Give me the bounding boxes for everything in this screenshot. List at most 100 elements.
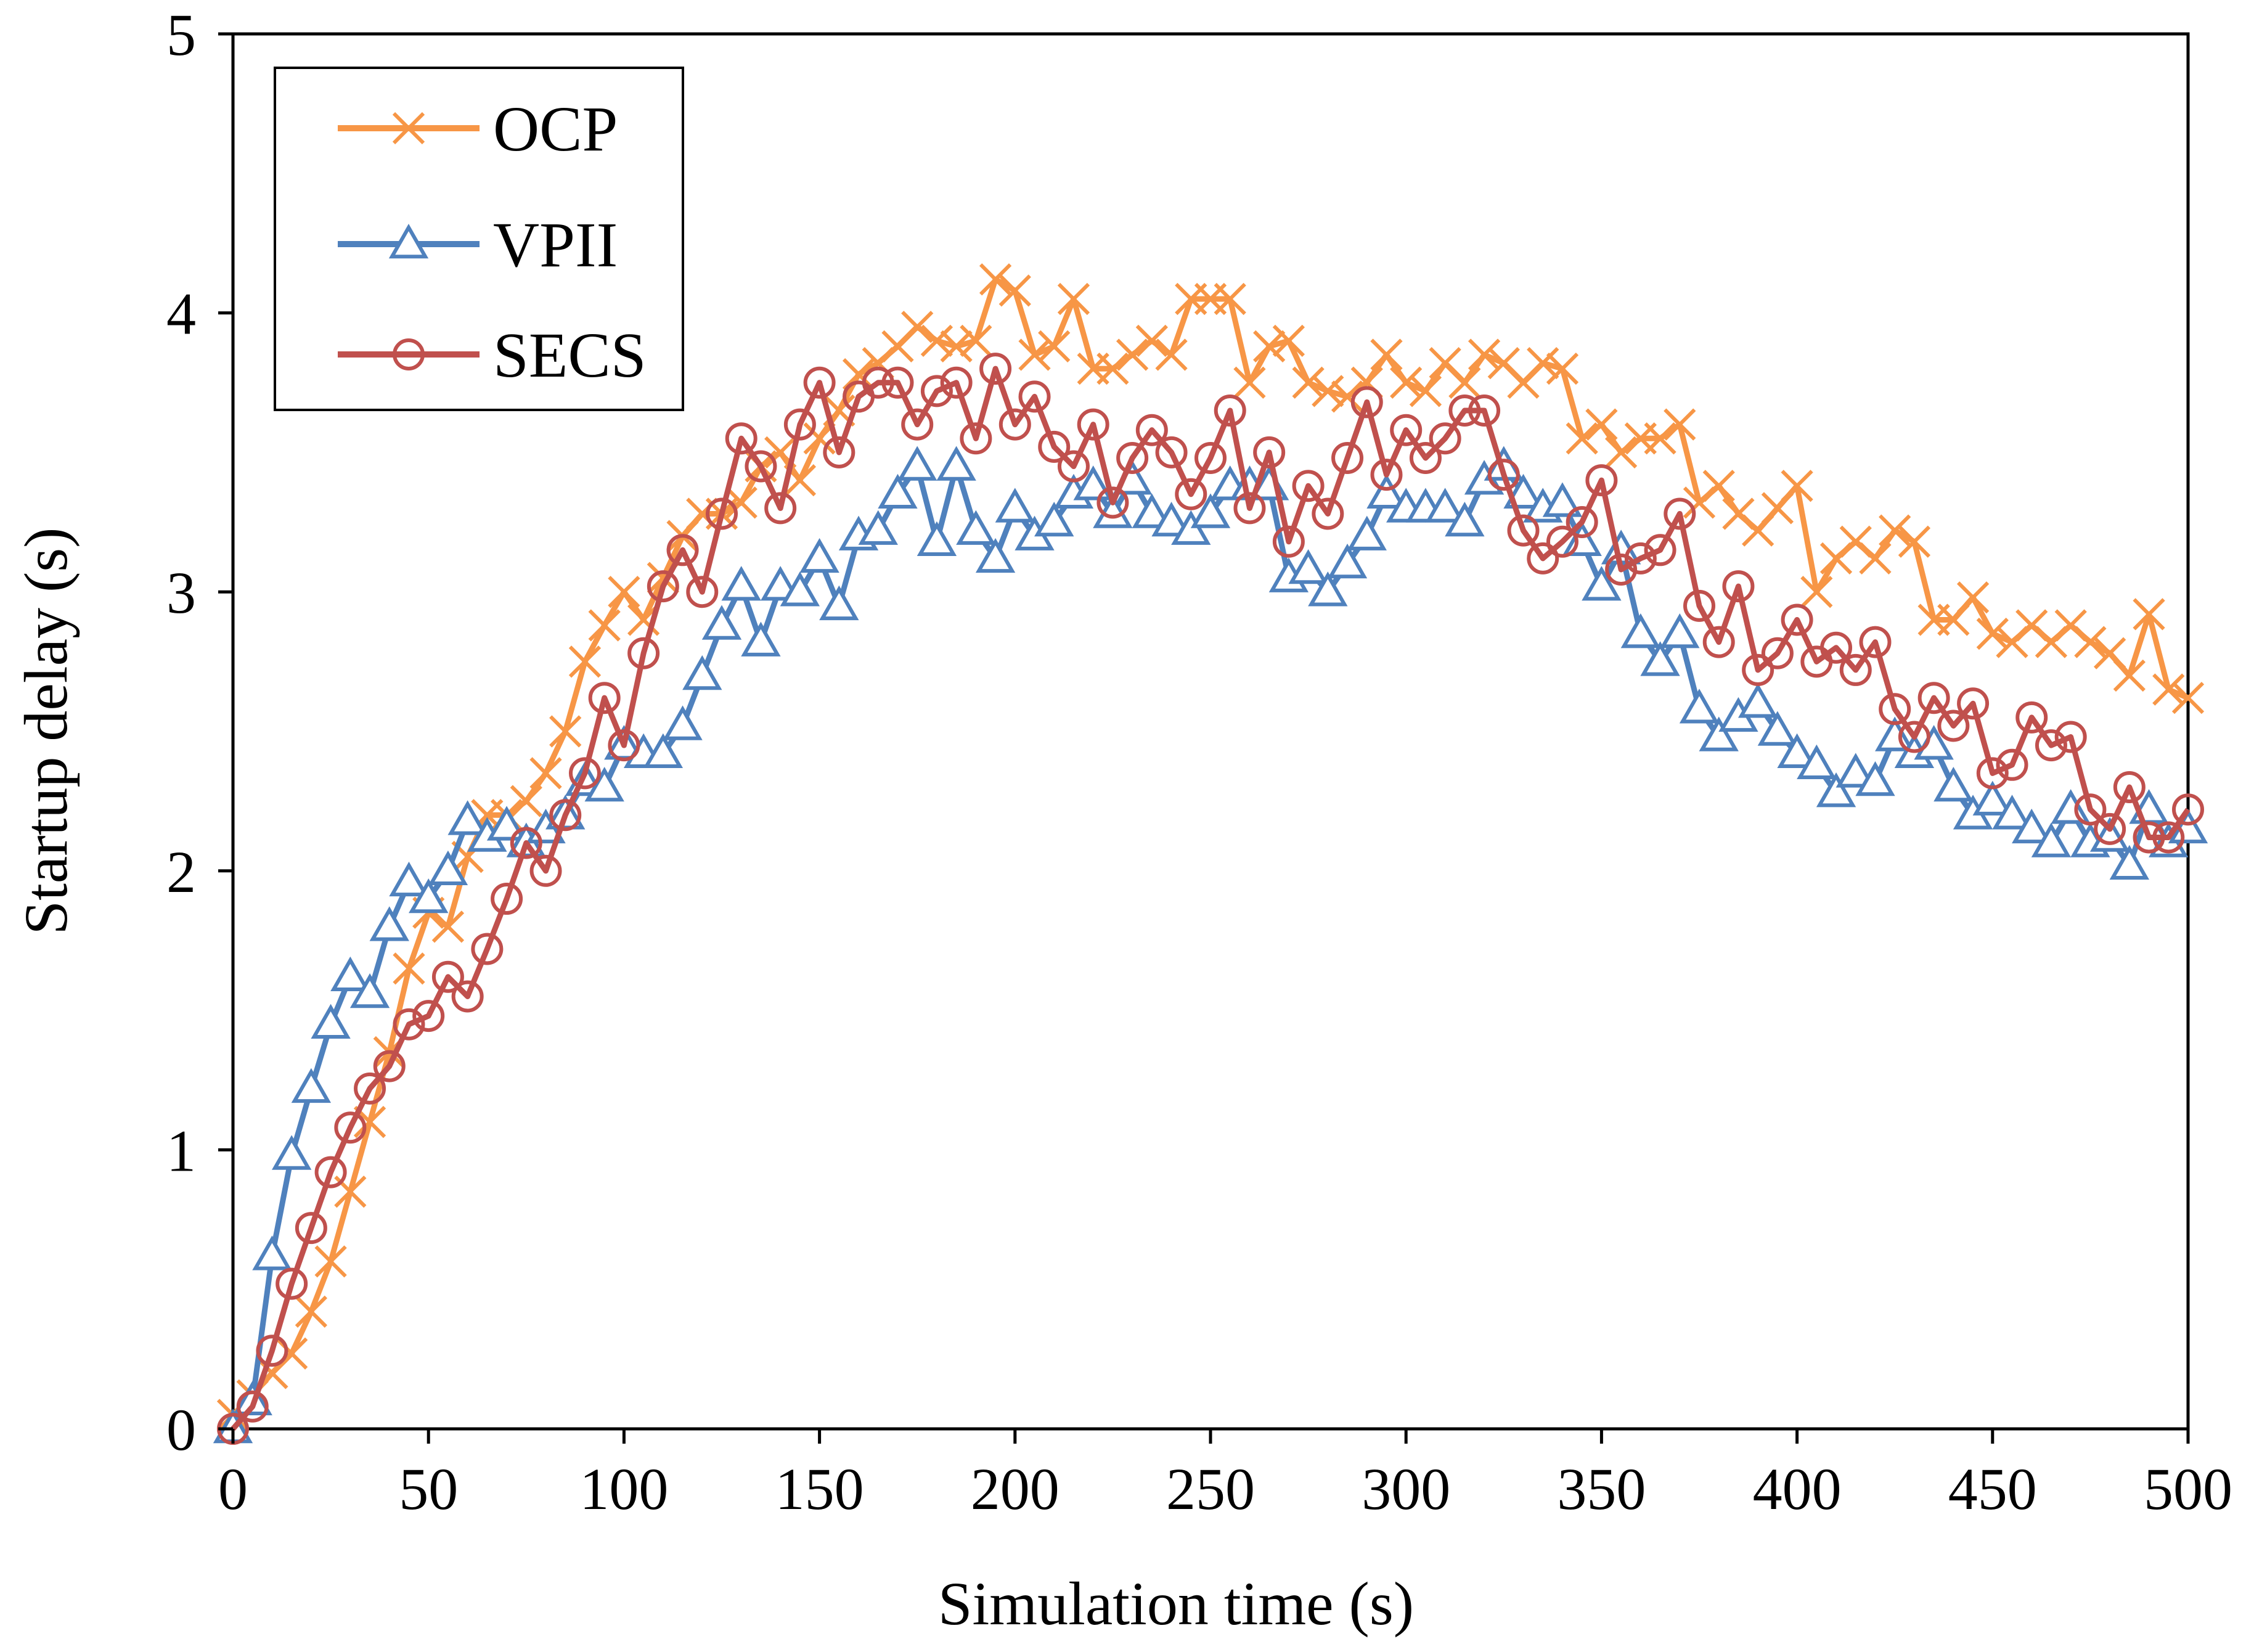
data-point-secs: [1546, 525, 1578, 558]
data-point-secs: [1155, 436, 1188, 468]
data-point-vpii: [1972, 780, 2012, 816]
data-point-secs: [647, 570, 679, 603]
y-tick-label: 4: [166, 281, 196, 347]
data-point-vpii: [1308, 571, 1348, 607]
data-point-ocp: [1448, 366, 1481, 399]
x-tick-label: 400: [1753, 1456, 1842, 1522]
data-point-ocp: [1761, 492, 1794, 525]
data-point-vpii: [2109, 844, 2150, 880]
data-point-vpii: [1855, 761, 1895, 796]
data-point-vpii: [486, 806, 527, 841]
data-point-vpii: [819, 585, 859, 621]
data-point-vpii: [1620, 613, 1661, 648]
data-point-secs: [2152, 821, 2185, 854]
data-point-ocp: [510, 785, 542, 817]
y-tick-label: 2: [166, 839, 196, 905]
data-point-ocp: [1057, 282, 1090, 316]
data-point-vpii: [2012, 808, 2052, 844]
data-point-ocp: [549, 715, 582, 748]
legend-item-secs: SECS: [338, 320, 647, 391]
data-point-secs: [1370, 459, 1403, 491]
data-point-secs: [686, 576, 719, 608]
x-tick-label: 450: [1948, 1456, 2037, 1522]
data-point-ocp: [1859, 542, 1892, 575]
data-point-secs: [940, 366, 973, 399]
data-point-vpii: [311, 1004, 351, 1039]
data-point-ocp: [979, 263, 1012, 296]
data-point-secs: [1409, 441, 1442, 474]
y-tick-label: 5: [166, 2, 196, 68]
data-point-ocp: [1331, 380, 1364, 413]
data-point-secs: [1233, 492, 1266, 525]
data-point-ocp: [803, 422, 836, 455]
data-point-vpii: [878, 473, 918, 509]
data-point-ocp: [1155, 338, 1188, 371]
data-point-vpii: [1737, 683, 1778, 718]
data-point-ocp: [960, 324, 992, 357]
data-point-secs: [901, 408, 934, 441]
data-point-ocp: [2015, 609, 2048, 642]
data-point-secs: [1976, 757, 2009, 790]
data-point-vpii: [1151, 502, 1191, 537]
data-point-vpii: [409, 878, 449, 914]
x-tick-label: 0: [218, 1456, 248, 1522]
data-point-secs: [1390, 414, 1423, 446]
data-point-secs: [491, 883, 523, 915]
data-point-secs: [2035, 729, 2067, 762]
data-point-vpii: [995, 488, 1035, 523]
data-point-secs: [1683, 589, 1715, 622]
data-point-secs: [2113, 771, 2146, 804]
series-layer: [213, 263, 2208, 1445]
data-point-vpii: [721, 566, 761, 601]
data-point-ocp: [2171, 682, 2205, 714]
data-point-vpii: [428, 850, 468, 886]
data-point-ocp: [1038, 330, 1071, 363]
data-point-secs: [1018, 380, 1051, 413]
data-point-ocp: [393, 952, 425, 985]
data-point-secs: [1664, 497, 1696, 530]
data-point-vpii: [1425, 488, 1465, 523]
data-point-secs: [314, 1156, 347, 1188]
legend-item-vpii: VPII: [338, 210, 618, 280]
data-point-secs: [1135, 414, 1168, 446]
data-point-secs: [1820, 631, 1853, 664]
data-point-secs: [2074, 793, 2107, 826]
data-point-secs: [588, 682, 621, 714]
data-point-secs: [334, 1111, 367, 1144]
data-point-vpii: [956, 510, 996, 545]
data-point-secs: [393, 1008, 425, 1041]
data-point-vpii: [780, 571, 820, 607]
data-point-ocp: [1233, 366, 1266, 399]
data-point-ocp: [1839, 525, 1872, 558]
data-point-vpii: [1445, 502, 1485, 537]
data-point-vpii: [917, 521, 957, 556]
data-point-secs: [568, 757, 601, 790]
data-point-secs: [1253, 436, 1286, 468]
data-point-secs: [295, 1212, 327, 1245]
data-point-vpii: [252, 1235, 292, 1270]
data-point-secs: [1077, 408, 1109, 441]
data-point-secs: [451, 980, 484, 1013]
data-point-vpii: [1171, 510, 1211, 545]
data-point-vpii: [389, 861, 429, 897]
data-point-ocp: [1742, 514, 1774, 547]
data-point-ocp: [1898, 525, 1931, 558]
y-tick-label: 1: [166, 1118, 196, 1184]
data-point-ocp: [1468, 338, 1501, 371]
data-point-ocp: [1722, 497, 1755, 530]
data-point-ocp: [1976, 617, 2009, 650]
data-point-secs: [1468, 395, 1501, 427]
data-point-secs: [276, 1267, 308, 1300]
data-point-secs: [1898, 721, 1930, 753]
x-tick-label: 500: [2144, 1456, 2232, 1522]
data-point-secs: [1742, 653, 1774, 686]
data-point-vpii: [349, 973, 390, 1008]
data-point-secs: [823, 436, 855, 468]
legend-label-vpii: VPII: [493, 210, 618, 280]
data-point-vpii: [369, 906, 409, 941]
data-point-ocp: [1956, 581, 1990, 614]
legend-item-ocp: OCP: [338, 94, 618, 165]
x-tick-label: 300: [1362, 1456, 1450, 1522]
data-point-ocp: [1644, 422, 1676, 455]
data-point-secs: [1194, 441, 1227, 474]
